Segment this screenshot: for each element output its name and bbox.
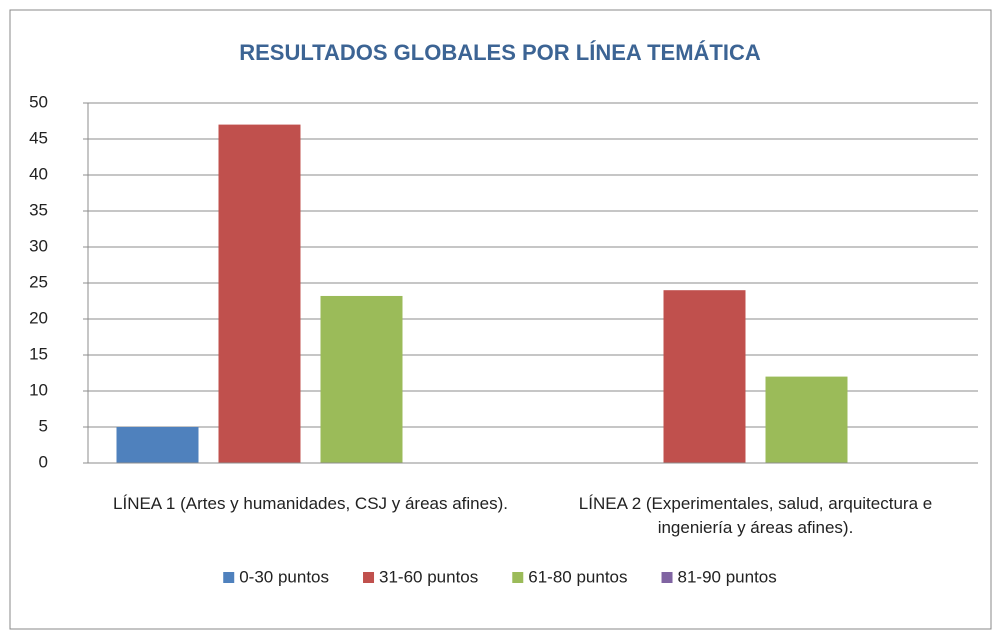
y-tick-label: 20 [29,308,48,327]
y-tick-label: 5 [39,416,48,435]
legend-label: 0-30 puntos [239,567,329,586]
legend-swatch [223,572,235,583]
bar [116,427,199,463]
legend-swatch [512,572,524,583]
legend-swatch [661,572,673,583]
y-tick-label: 50 [29,92,48,111]
bar [218,124,301,463]
y-tick-label: 35 [29,200,48,219]
bar [765,376,848,463]
bar [663,290,746,463]
y-tick-label: 30 [29,236,48,255]
legend-swatch [363,572,375,583]
y-tick-label: 15 [29,344,48,363]
y-tick-label: 25 [29,272,48,291]
x-tick-label: LÍNEA 1 (Artes y humanidades, CSJ y área… [113,494,508,513]
x-tick-label: LÍNEA 2 (Experimentales, salud, arquitec… [578,494,933,537]
legend-label: 81-90 puntos [678,567,777,586]
y-tick-label: 0 [39,452,48,471]
y-tick-label: 10 [29,380,48,399]
legend-label: 31-60 puntos [379,567,478,586]
y-tick-label: 45 [29,128,48,147]
y-tick-label: 40 [29,164,48,183]
chart-title: RESULTADOS GLOBALES POR LÍNEA TEMÁTICA [239,40,761,65]
legend-label: 61-80 puntos [528,567,627,586]
bar [320,295,403,463]
